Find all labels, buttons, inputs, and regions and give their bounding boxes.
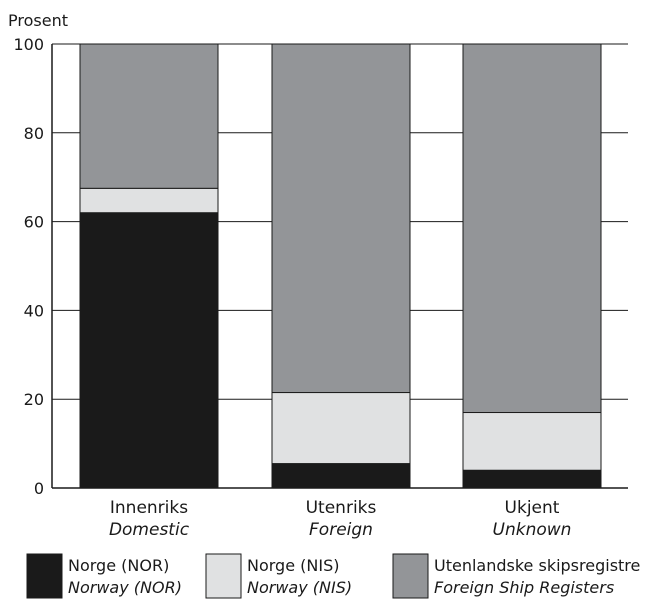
legend-label: Norge (NIS): [247, 556, 339, 575]
legend-label: Norge (NOR): [68, 556, 169, 575]
legend-swatch: [205, 553, 242, 599]
legend-swatch: [392, 553, 429, 599]
bar-segment: [271, 392, 411, 465]
y-tick-label: 80: [24, 124, 44, 143]
y-tick-label: 60: [24, 213, 44, 232]
x-category-sublabel: Unknown: [493, 520, 572, 540]
y-tick-label: 100: [13, 35, 44, 54]
legend-swatch: [26, 553, 63, 599]
y-tick-label: 0: [34, 479, 44, 498]
bar-segment: [79, 43, 219, 189]
bar-segment: [462, 43, 602, 414]
y-tick-label: 40: [24, 301, 44, 320]
y-tick-label: 20: [24, 390, 44, 409]
x-category-sublabel: Foreign: [309, 520, 373, 540]
bar-segment: [79, 187, 219, 214]
legend-sublabel: Foreign Ship Registers: [434, 578, 614, 597]
bar-segment: [462, 412, 602, 471]
x-category-label: Utenriks: [306, 498, 377, 518]
x-category-label: Innenriks: [110, 498, 188, 518]
bar-segment: [462, 469, 602, 489]
bar-segment: [271, 43, 411, 394]
bar-segment: [79, 212, 219, 489]
legend-label: Utenlandske skipsregistre: [434, 556, 640, 575]
x-category-label: Ukjent: [505, 498, 560, 518]
y-axis-label: Prosent: [8, 11, 68, 30]
bar-segment: [271, 463, 411, 489]
legend-sublabel: Norway (NIS): [247, 578, 352, 597]
legend-sublabel: Norway (NOR): [68, 578, 182, 597]
x-category-sublabel: Domestic: [109, 520, 190, 540]
